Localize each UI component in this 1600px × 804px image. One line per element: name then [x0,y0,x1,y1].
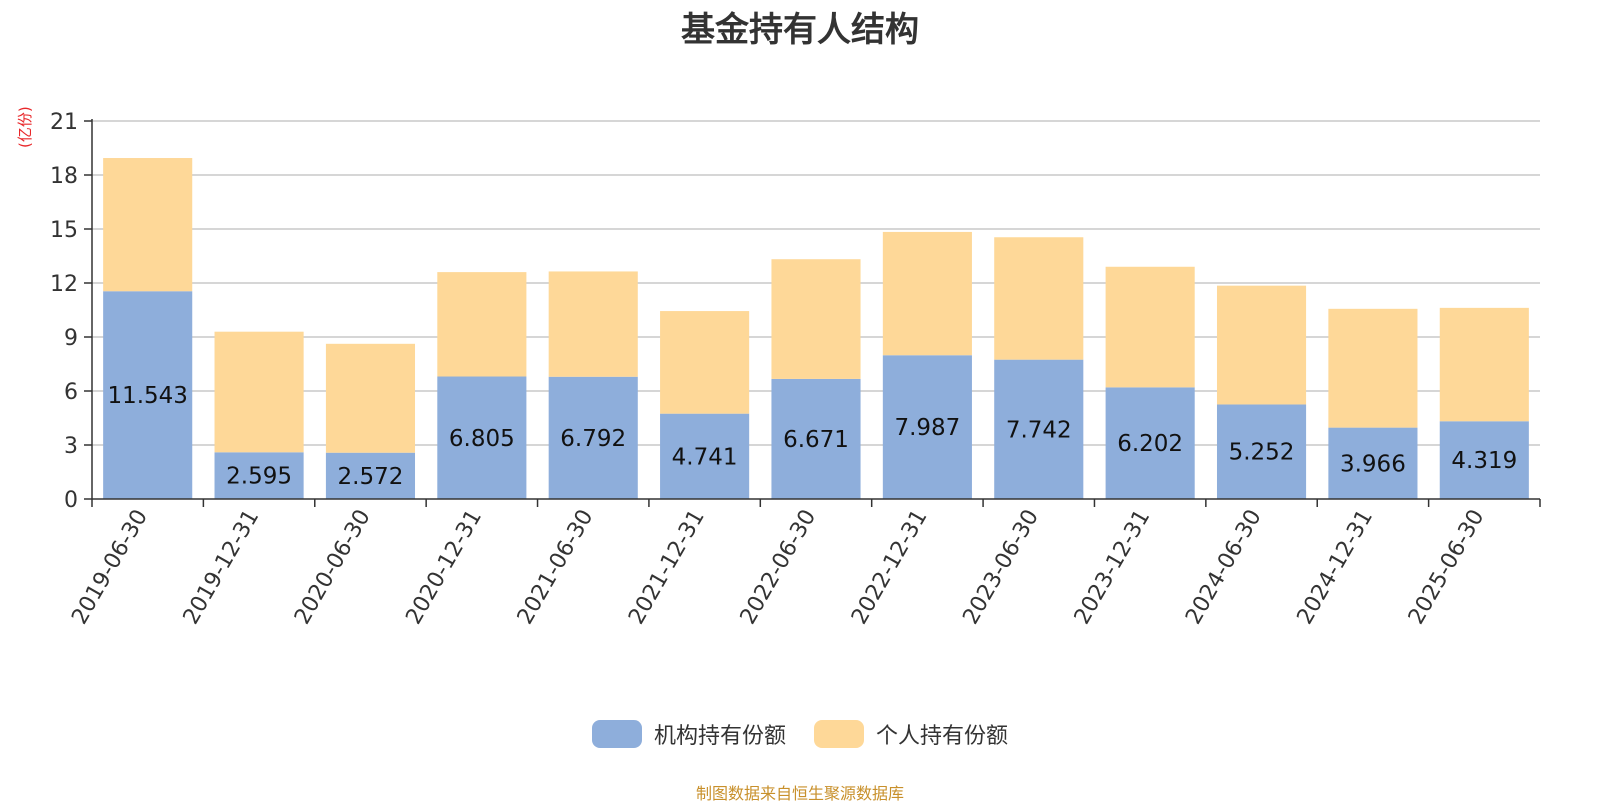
bar-institutional[interactable] [548,376,638,499]
x-tick-label: 2020-06-30 [290,506,376,629]
bar-institutional[interactable] [660,413,750,499]
stacked-bar-chart: 0 3 6 9 12 15 18 21 11.543 2.595 2.572 6.805 6.792 4.… [50,110,1541,629]
bar-institutional[interactable] [1328,427,1418,499]
x-tick-label: 2025-06-30 [1404,506,1490,629]
x-tick-label: 2019-06-30 [67,506,153,629]
data-label-institutional: 6.202 [1117,431,1183,457]
bar-institutional[interactable] [325,452,416,499]
x-tick-label: 2019-12-31 [179,506,265,629]
data-label-institutional: 7.987 [894,415,960,441]
bar-individual[interactable] [548,271,638,377]
data-label-institutional: 11.543 [107,383,187,409]
data-label-institutional: 4.741 [672,444,738,470]
bar-individual[interactable] [1216,285,1307,405]
data-label-institutional: 6.805 [449,426,515,452]
bar-institutional[interactable] [437,376,527,499]
x-tick-label: 2021-06-30 [513,506,599,629]
y-tick-label: 0 [64,488,78,513]
x-tick-label: 2020-12-31 [401,506,487,629]
bar-individual[interactable] [771,259,861,379]
data-label-institutional: 6.792 [560,426,626,452]
legend-swatch-individual [814,720,864,748]
data-label-institutional: 4.319 [1451,448,1517,474]
legend-item-institutional[interactable]: 机构持有份额 [591,718,786,750]
y-tick-label: 3 [64,434,78,459]
y-tick-label: 18 [50,164,78,189]
bar-institutional[interactable] [771,378,861,499]
x-tick-label: 2021-12-31 [624,506,710,629]
data-label-institutional: 3.966 [1340,451,1406,477]
bar-institutional[interactable] [1439,421,1529,499]
x-tick-label: 2022-12-31 [847,506,933,629]
bar-individual[interactable] [1439,307,1529,422]
x-tick-label: 2023-06-30 [958,506,1044,629]
x-tick-label: 2024-06-30 [1181,506,1267,629]
x-tick-label: 2022-06-30 [736,506,822,629]
bar-individual[interactable] [214,331,304,453]
bar-individual[interactable] [325,343,416,453]
bar-institutional[interactable] [1216,404,1307,499]
data-label-institutional: 7.742 [1006,417,1072,443]
y-tick-label: 15 [50,218,78,243]
bar-individual[interactable] [437,272,527,377]
bar-individual[interactable] [103,158,193,292]
y-tick-label: 6 [64,380,78,405]
bar-institutional[interactable] [882,355,972,499]
chart-legend: 机构持有份额 个人持有份额 [0,718,1600,750]
bar-institutional[interactable] [103,291,193,499]
legend-label-individual: 个人持有份额 [876,724,1009,749]
data-label-institutional: 5.252 [1229,440,1295,466]
bar-individual[interactable] [882,231,972,356]
bar-individual[interactable] [994,237,1084,360]
bar-individual[interactable] [1328,308,1418,428]
legend-label-institutional: 机构持有份额 [653,724,786,749]
data-label-institutional: 2.595 [226,464,292,490]
bar-institutional[interactable] [994,359,1084,499]
y-tick-label: 9 [64,326,78,351]
legend-swatch-institutional [591,720,642,748]
data-label-institutional: 6.671 [783,427,849,453]
y-tick-label: 12 [50,272,78,297]
x-tick-label: 2024-12-31 [1293,506,1379,629]
bar-individual[interactable] [1105,266,1195,388]
y-tick-label: 21 [50,110,78,135]
bar-institutional[interactable] [214,452,304,499]
bar-individual[interactable] [660,311,750,414]
chart-title: 基金持有人结构 [681,10,919,50]
x-tick-label: 2023-12-31 [1070,506,1156,629]
data-label-institutional: 2.572 [338,464,404,490]
bar-institutional[interactable] [1105,387,1195,499]
source-note: 制图数据来自恒生聚源数据库 [695,784,904,803]
legend-item-individual[interactable]: 个人持有份额 [814,718,1008,750]
